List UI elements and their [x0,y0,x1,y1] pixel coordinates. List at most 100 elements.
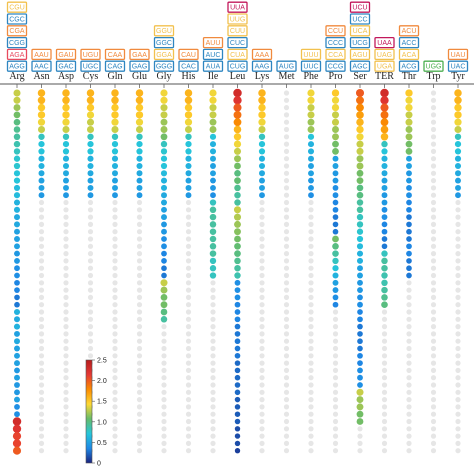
usage-dot [112,287,118,293]
usage-dot [185,251,192,257]
usage-dot [259,367,265,373]
usage-dot [112,375,118,381]
usage-dot [259,302,265,308]
usage-dot [381,192,388,199]
usage-dot [160,294,168,301]
usage-dot [455,316,461,322]
codon-label: GGG [156,64,172,71]
usage-dot [112,448,118,454]
usage-dot [86,111,95,119]
usage-dot [357,301,363,308]
usage-dot [160,155,168,162]
usage-dot [308,229,314,235]
codon-label: CGU [9,5,25,12]
usage-dot [136,199,143,206]
amino-acid-label: Ile [208,71,219,82]
usage-dot [406,199,412,206]
usage-dot [210,192,216,199]
codon-box: ACG [398,60,420,72]
codon-box: ACC [398,36,420,49]
usage-dot [161,192,167,199]
usage-dot [185,199,192,206]
usage-dot [308,375,314,381]
usage-dot [161,250,167,257]
usage-dot [14,374,20,381]
usage-dot [87,192,94,199]
usage-dot [283,375,290,381]
usage-dot [112,265,118,271]
usage-dot [430,360,437,366]
usage-dot [63,170,69,177]
codon-box: UCG [349,36,371,49]
usage-dot [38,192,45,199]
usage-dot [87,331,94,337]
usage-dot [234,272,241,279]
codon-label: AUA [206,64,221,71]
amino-acid-label: Asn [33,71,49,82]
usage-dot [357,352,363,359]
usage-dot [406,389,412,395]
usage-dot [283,331,290,337]
usage-dot [136,140,143,148]
usage-dot [38,440,45,446]
usage-dot [185,280,192,286]
usage-dot [210,433,216,439]
usage-dot [357,440,363,446]
usage-dot [233,88,242,98]
amino-acid-label: His [182,71,196,82]
usage-dot [430,97,437,103]
usage-dot [234,374,241,381]
usage-dot [13,323,21,330]
usage-dot [87,170,94,177]
usage-dot [332,397,339,403]
usage-dot [455,360,461,366]
codon-label: UGU [83,52,99,59]
usage-dot [430,331,437,337]
usage-dot [87,243,94,249]
usage-dot [356,177,364,184]
codon-box: AUC [202,48,224,61]
usage-dot [332,309,339,315]
usage-dot [332,433,339,439]
usage-dot [87,272,94,279]
usage-dot [356,103,364,112]
codon-box: CCU [325,25,346,37]
usage-dot [13,184,21,191]
codon-label: CAU [181,52,196,59]
usage-dot [430,302,437,308]
usage-dot [234,242,241,250]
usage-dot [331,118,340,126]
usage-dot [234,396,241,403]
usage-dot [136,426,143,432]
usage-dot [185,309,192,315]
usage-dot [38,207,45,213]
usage-dot [209,96,217,104]
usage-dot [406,324,412,330]
usage-dot [136,192,143,199]
usage-dot [112,272,118,279]
usage-dot [332,272,339,279]
usage-dot [63,243,69,249]
usage-dot [381,397,388,403]
usage-dot [332,257,339,265]
amino-acid-label: Trp [426,71,440,82]
usage-dot [259,316,265,322]
usage-dot [332,126,339,133]
usage-dot [405,118,413,126]
usage-dot [210,302,216,308]
usage-dot [381,309,388,315]
amino-acid-label: Pro [329,71,343,82]
usage-dot [63,389,69,395]
usage-dot [308,199,314,206]
codon-box: AUU [202,36,224,49]
usage-dot [136,294,143,300]
usage-dot [14,294,20,301]
usage-dot [209,228,217,235]
usage-dot [357,338,363,345]
usage-dot [430,440,437,446]
usage-dot [283,353,290,359]
usage-dot [185,287,192,293]
usage-dot [258,140,266,148]
usage-dot [136,345,143,352]
usage-dot [185,411,192,417]
